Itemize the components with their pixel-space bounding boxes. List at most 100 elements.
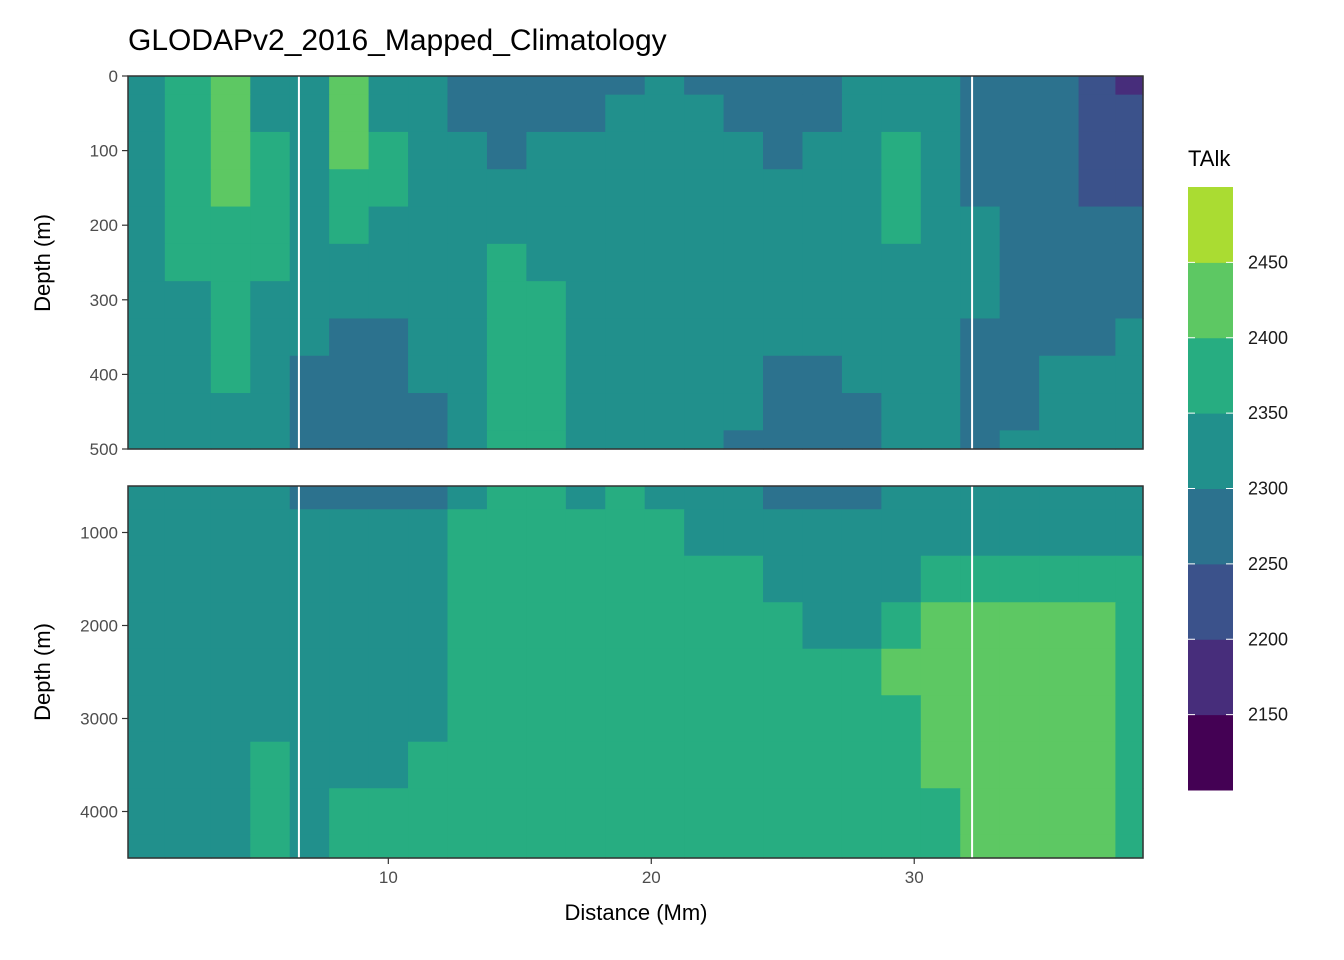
heatmap-cell (447, 355, 488, 394)
heatmap-cell (128, 430, 166, 450)
heatmap-cell (289, 834, 330, 859)
heatmap-cell (644, 741, 685, 789)
heatmap-cell (763, 76, 804, 96)
heatmap-cell (289, 131, 330, 170)
heatmap-cell (1115, 648, 1144, 696)
heatmap-cell (408, 648, 449, 696)
heatmap-cell (960, 602, 1001, 650)
heatmap-cell (960, 430, 1001, 450)
legend-label: 2350 (1248, 403, 1288, 423)
heatmap-cell (329, 94, 370, 133)
heatmap-cell (684, 695, 725, 743)
heatmap-cell (408, 206, 449, 245)
heatmap-cell (250, 430, 291, 450)
heatmap-cell (802, 555, 843, 603)
heatmap-cell (289, 695, 330, 743)
heatmap-cell (526, 206, 567, 245)
heatmap-cell (526, 648, 567, 696)
heatmap-cell (1078, 169, 1116, 208)
heatmap-cell (368, 430, 409, 450)
heatmap-cell (1039, 206, 1080, 245)
heatmap-cell (368, 788, 409, 836)
heatmap-cell (999, 281, 1040, 320)
heatmap-cell (368, 393, 409, 431)
heatmap-cell (250, 318, 291, 357)
heatmap-cell (920, 169, 961, 208)
heatmap-cell (920, 486, 961, 510)
heatmap-cell (368, 648, 409, 696)
heatmap-cell (408, 76, 449, 96)
heatmap-cell (1115, 430, 1144, 450)
heatmap-cell (368, 695, 409, 743)
heatmap-cell (128, 169, 166, 208)
heatmap-cell (644, 131, 685, 170)
heatmap-cell (723, 509, 764, 557)
heatmap-cell (329, 430, 370, 450)
heatmap-cell (329, 602, 370, 650)
heatmap-cell (605, 695, 646, 743)
heatmap-cell (763, 318, 804, 357)
heatmap-cell (605, 169, 646, 208)
y-tick-label: 4000 (80, 803, 118, 822)
heatmap-cell (999, 318, 1040, 357)
heatmap-cell (164, 788, 212, 836)
heatmap-cell (881, 318, 922, 357)
y-tick-label: 3000 (80, 710, 118, 729)
heatmap-cell (723, 695, 764, 743)
heatmap-cell (605, 486, 646, 510)
heatmap-cell (486, 555, 527, 603)
heatmap-cell (644, 695, 685, 743)
heatmap-cell (368, 834, 409, 859)
heatmap-cell (1078, 695, 1116, 743)
heatmap-cell (128, 788, 166, 836)
heatmap-cell (164, 169, 212, 208)
heatmap-cell (802, 834, 843, 859)
legend-label: 2150 (1248, 705, 1288, 725)
heatmap-cell (486, 281, 527, 320)
heatmap-cell (408, 486, 449, 510)
heatmap-cell (841, 741, 882, 789)
heatmap-cell (486, 94, 527, 133)
heatmap-cell (841, 76, 882, 96)
heatmap-cell (723, 602, 764, 650)
heatmap-cell (723, 430, 764, 450)
heatmap-cell (802, 695, 843, 743)
heatmap-cell (841, 602, 882, 650)
heatmap-cell (565, 131, 606, 170)
heatmap-cell (841, 555, 882, 603)
heatmap-cell (881, 281, 922, 320)
heatmap-cell (289, 318, 330, 357)
heatmap-cell (723, 243, 764, 282)
heatmap-cell (289, 169, 330, 208)
heatmap-cell (486, 393, 527, 431)
heatmap-cell (1039, 486, 1080, 510)
heatmap-cell (605, 555, 646, 603)
heatmap-cell (368, 602, 409, 650)
heatmap-cell (999, 355, 1040, 394)
heatmap-cell (447, 788, 488, 836)
heatmap-cell (250, 76, 291, 96)
heatmap-cell (723, 788, 764, 836)
heatmap-cell (250, 486, 291, 510)
heatmap-cell (802, 355, 843, 394)
heatmap-cell (329, 555, 370, 603)
heatmap-cell (210, 648, 251, 696)
heatmap-cell (841, 648, 882, 696)
heatmap-cell (1115, 131, 1144, 170)
heatmap-cell (841, 318, 882, 357)
heatmap-cell (1078, 318, 1116, 357)
heatmap-cell (447, 695, 488, 743)
heatmap-cell (128, 555, 166, 603)
x-tick-label: 30 (905, 868, 924, 887)
heatmap-cell (1039, 281, 1080, 320)
heatmap-cell (723, 355, 764, 394)
heatmap-cell (684, 788, 725, 836)
heatmap-cell (1078, 94, 1116, 133)
heatmap-cell (802, 243, 843, 282)
heatmap-cell (723, 741, 764, 789)
heatmap-cell (605, 648, 646, 696)
heatmap-cell (164, 648, 212, 696)
heatmap-cell (723, 94, 764, 133)
heatmap-cell (565, 169, 606, 208)
heatmap-cell (999, 788, 1040, 836)
